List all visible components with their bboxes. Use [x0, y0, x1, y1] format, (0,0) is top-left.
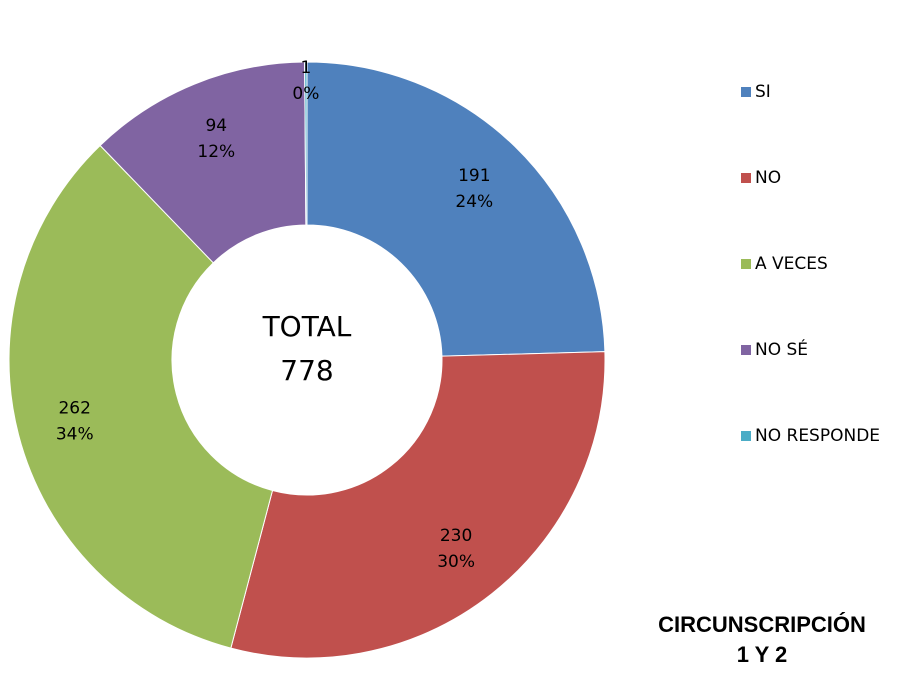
legend-swatch: [741, 431, 751, 441]
center-total: 778: [280, 354, 333, 387]
percent-label: 30%: [437, 552, 475, 572]
value-label: 191: [458, 166, 490, 186]
legend-label: SI: [755, 82, 771, 102]
chart-title: CIRCUNSCRIPCIÓN: [658, 612, 866, 637]
legend-swatch: [741, 87, 751, 97]
percent-label: 12%: [197, 142, 235, 162]
slice: [304, 61, 308, 226]
legend-label: NO RESPONDE: [755, 426, 880, 446]
legend-swatch: [741, 259, 751, 269]
slice: [230, 351, 606, 659]
legend-label: A VECES: [755, 254, 828, 274]
percent-label: 0%: [292, 84, 319, 104]
percent-label: 24%: [455, 192, 493, 212]
slice: [8, 144, 274, 649]
center-label: TOTAL: [262, 310, 352, 343]
legend-swatch: [741, 345, 751, 355]
value-label: 1: [300, 58, 311, 78]
slice: [306, 61, 606, 357]
chart-subtitle: 1 Y 2: [737, 642, 788, 667]
percent-label: 34%: [56, 424, 94, 444]
legend-label: NO: [755, 168, 781, 188]
value-label: 230: [440, 526, 472, 546]
legend-label: NO SÉ: [755, 338, 808, 360]
value-label: 262: [58, 398, 90, 418]
value-label: 94: [205, 116, 227, 136]
legend-swatch: [741, 173, 751, 183]
slice: [99, 61, 307, 264]
